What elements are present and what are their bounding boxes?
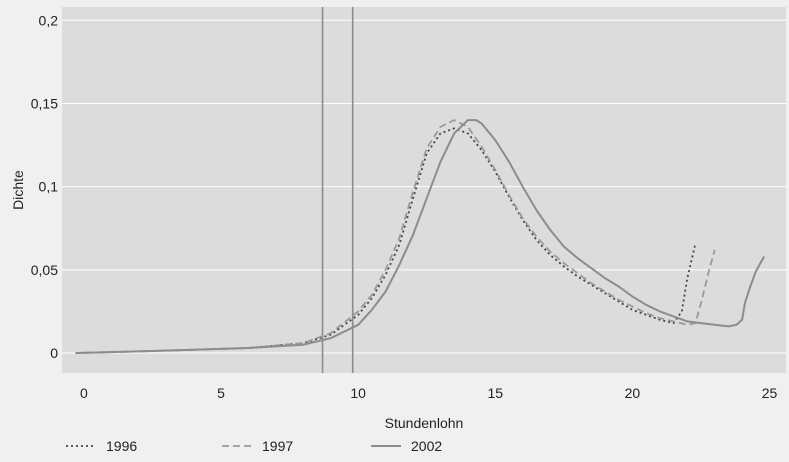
- y-tick-label-3: 0,15: [31, 95, 58, 111]
- x-axis-title: Stundenlohn: [385, 415, 464, 431]
- x-tick-label-2: 10: [350, 385, 366, 401]
- legend: 1996 1997 2002: [66, 438, 442, 454]
- series-line-2002: [75, 119, 765, 354]
- x-tick-label-1: 5: [217, 385, 225, 401]
- legend-label-1996: 1996: [106, 438, 137, 454]
- y-tick-label-2: 0,1: [39, 179, 59, 195]
- y-tick-labels: 0 0,05 0,1 0,15 0,2: [31, 12, 58, 361]
- x-tick-labels: 0 5 10 15 20 25: [80, 385, 778, 401]
- y-tick-label-0: 0: [50, 345, 58, 361]
- legend-label-1997: 1997: [262, 438, 293, 454]
- x-tick-label-4: 20: [625, 385, 641, 401]
- reference-lines: [321, 7, 354, 373]
- x-tick-label-0: 0: [80, 385, 88, 401]
- series-layer: [75, 119, 765, 354]
- plot-area: [62, 7, 786, 373]
- grid-layer: [62, 19, 786, 354]
- legend-label-2002: 2002: [411, 438, 442, 454]
- y-tick-label-1: 0,05: [31, 262, 58, 278]
- x-tick-label-5: 25: [762, 385, 778, 401]
- y-axis-title: Dichte: [10, 170, 26, 210]
- x-tick-label-3: 15: [488, 385, 504, 401]
- y-tick-label-4: 0,2: [39, 12, 59, 28]
- series-line-1997: [75, 119, 716, 354]
